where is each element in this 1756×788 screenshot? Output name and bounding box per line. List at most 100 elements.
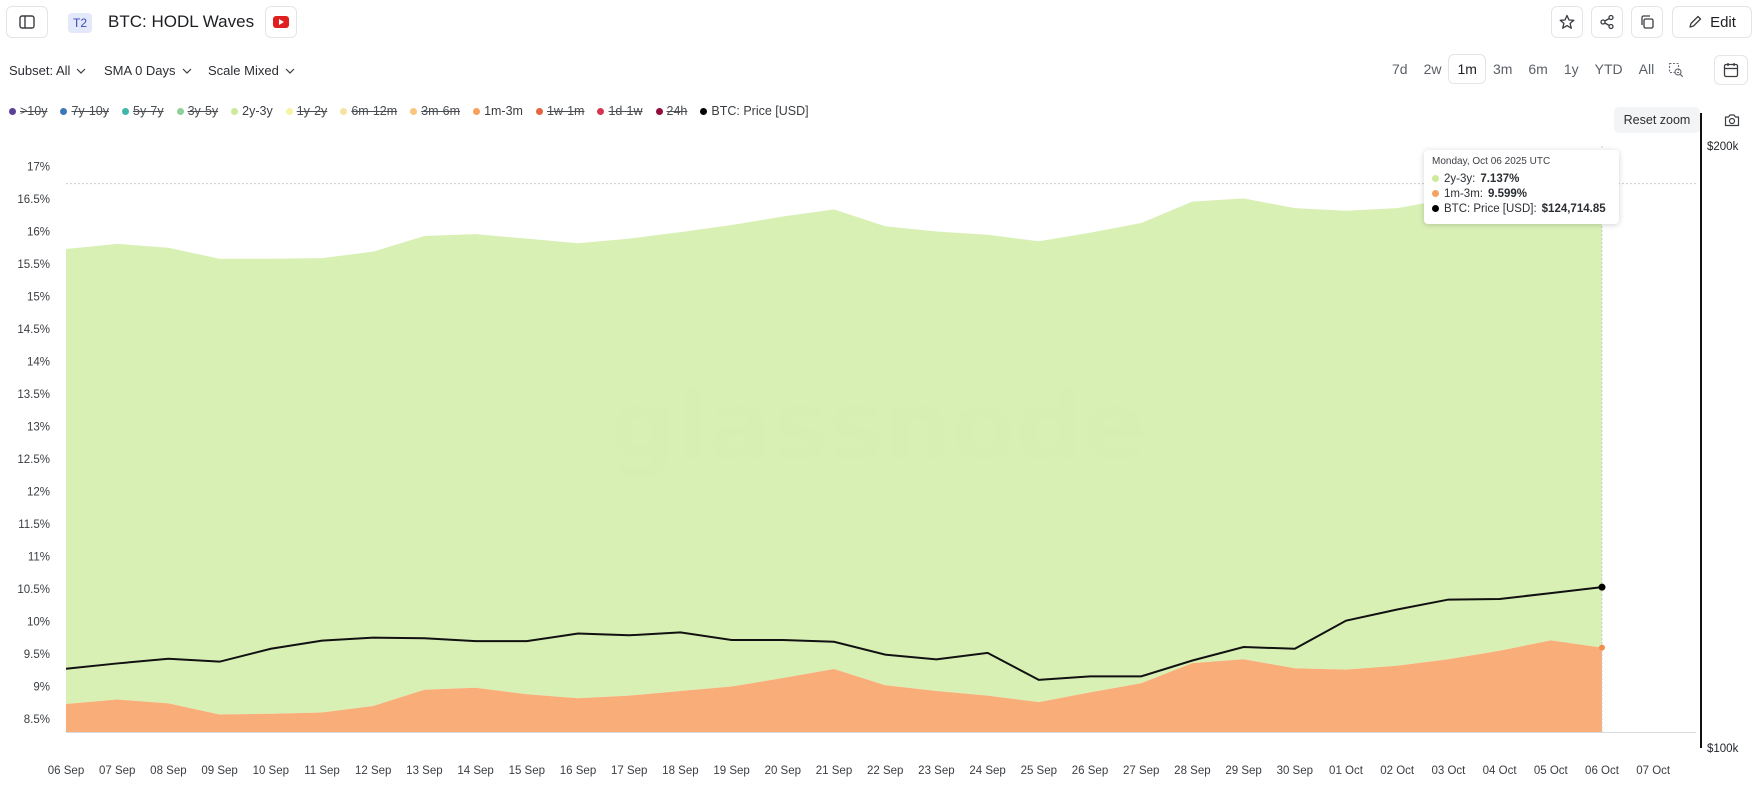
x-tick-label: 10 Sep <box>253 765 289 777</box>
range-7d[interactable]: 7d <box>1392 61 1408 77</box>
legend-item[interactable]: 1d-1w <box>597 104 643 118</box>
tooltip-label: 1m-3m: <box>1444 187 1483 200</box>
y-tick-label: 14.5% <box>17 324 50 336</box>
legend-dot <box>473 107 481 115</box>
legend-item[interactable]: 1m-3m <box>473 104 523 118</box>
legend-item[interactable]: BTC: Price [USD] <box>700 104 809 118</box>
legend-label: 6m-12m <box>351 104 398 118</box>
subset-dropdown[interactable]: Subset: All <box>9 63 86 78</box>
legend-label: 3m-6m <box>421 104 461 118</box>
sidebar-toggle-button[interactable] <box>6 6 48 38</box>
chevron-down-icon <box>77 68 86 74</box>
range-6m[interactable]: 6m <box>1528 61 1548 77</box>
legend-dot <box>655 107 663 115</box>
legend-item[interactable]: 1y-2y <box>285 104 327 118</box>
y-tick-label: 17% <box>27 162 50 174</box>
calendar-icon <box>1723 63 1739 78</box>
x-tick-label: 16 Sep <box>560 765 596 777</box>
legend-label: 3y-5y <box>187 104 219 118</box>
x-tick-label: 15 Sep <box>509 765 545 777</box>
x-tick-label: 07 Oct <box>1636 765 1671 777</box>
chart-legend: >10y 7y-10y 5y-7y 3y-5y 2y-3y 1y-2y 6m-12m 3m-6… <box>9 104 809 118</box>
x-tick-label: 25 Sep <box>1021 765 1057 777</box>
star-icon <box>1559 14 1575 29</box>
y-tick-label: 12% <box>27 487 50 499</box>
tooltip-date: Monday, Oct 06 2025 UTC <box>1432 156 1551 167</box>
legend-dot <box>60 107 68 115</box>
y-tick-label: 14% <box>27 357 50 369</box>
tooltip-row: 1m-3m: 9.599% <box>1432 186 1611 201</box>
x-tick-label: 24 Sep <box>969 765 1005 777</box>
legend-dot <box>597 107 605 115</box>
y-tick-label: 9.5% <box>24 649 50 661</box>
legend-dot <box>340 107 348 115</box>
y-tick-label: 15.5% <box>17 259 50 271</box>
legend-item[interactable]: 3m-6m <box>410 104 460 118</box>
legend-label: >10y <box>20 104 48 118</box>
tooltip-dot <box>1432 175 1439 182</box>
legend-label: 24h <box>666 104 688 118</box>
share-icon <box>1600 14 1614 30</box>
screenshot-button[interactable] <box>1720 108 1744 132</box>
x-tick-label: 12 Sep <box>355 765 391 777</box>
duplicate-button[interactable] <box>1631 6 1663 38</box>
range-1y[interactable]: 1y <box>1563 61 1579 77</box>
y-tick-label: 13% <box>27 422 50 434</box>
x-tick-label: 30 Sep <box>1277 765 1313 777</box>
x-tick-label: 18 Sep <box>662 765 698 777</box>
legend-dot <box>231 107 239 115</box>
reset-zoom-button[interactable]: Reset zoom <box>1614 107 1700 133</box>
area-1m-3m <box>66 640 1602 732</box>
legend-item[interactable]: 24h <box>655 104 688 118</box>
range-1m[interactable]: 1m <box>1449 55 1485 83</box>
marker-1m-3m <box>1599 644 1605 651</box>
x-tick-label: 06 Oct <box>1585 765 1620 777</box>
x-tick-label: 20 Sep <box>765 765 801 777</box>
range-all[interactable]: All <box>1638 61 1655 77</box>
y-tick-label: 12.5% <box>17 454 50 466</box>
tooltip-value: $124,714.85 <box>1541 202 1606 215</box>
legend-item[interactable]: 3y-5y <box>176 104 219 118</box>
sidebar-icon <box>19 15 35 29</box>
y-tick-label: 10% <box>27 617 50 629</box>
youtube-icon <box>273 16 289 28</box>
chevron-down-icon <box>285 68 295 74</box>
zoom-select-button[interactable] <box>1662 55 1690 83</box>
share-button[interactable] <box>1591 6 1623 38</box>
youtube-button[interactable] <box>265 6 297 38</box>
copy-icon <box>1641 15 1654 29</box>
tooltip-dot <box>1432 205 1439 212</box>
x-tick-label: 13 Sep <box>406 765 442 777</box>
area-2y-3y <box>66 176 1602 715</box>
range-ytd[interactable]: YTD <box>1594 61 1623 77</box>
range-2w[interactable]: 2w <box>1423 61 1442 77</box>
scale-dropdown[interactable]: Scale Mixed <box>208 63 295 78</box>
edit-button[interactable]: Edit <box>1672 6 1752 38</box>
sma-dropdown[interactable]: SMA 0 Days <box>104 63 192 78</box>
legend-item[interactable]: 6m-12m <box>340 104 397 118</box>
x-tick-label: 23 Sep <box>918 765 954 777</box>
x-tick-label: 08 Sep <box>150 765 186 777</box>
x-tick-label: 09 Sep <box>201 765 237 777</box>
y-tick-label: 15% <box>27 292 50 304</box>
x-tick-label: 19 Sep <box>713 765 749 777</box>
legend-label: 7y-10y <box>71 104 109 118</box>
scale-label: Scale Mixed <box>208 63 279 78</box>
legend-item[interactable]: >10y <box>9 104 47 118</box>
y-tick-label: 10.5% <box>17 584 50 596</box>
range-3m[interactable]: 3m <box>1492 61 1513 77</box>
chart-tooltip: Monday, Oct 06 2025 UTC 2y-3y: 7.137% 1m-… <box>1424 150 1619 224</box>
legend-label: 1m-3m <box>484 104 523 118</box>
calendar-button[interactable] <box>1714 55 1748 85</box>
legend-item[interactable]: 7y-10y <box>60 104 109 118</box>
legend-item[interactable]: 5y-7y <box>122 104 164 118</box>
watermark: glassnode <box>609 372 1146 481</box>
legend-item[interactable]: 1w-1m <box>535 104 584 118</box>
legend-label: 5y-7y <box>133 104 164 118</box>
legend-dot <box>410 107 418 115</box>
legend-item[interactable]: 2y-3y <box>231 104 273 118</box>
favorite-button[interactable] <box>1551 6 1583 38</box>
legend-label: BTC: Price [USD] <box>711 104 809 118</box>
zoom-select-icon <box>1669 63 1684 78</box>
